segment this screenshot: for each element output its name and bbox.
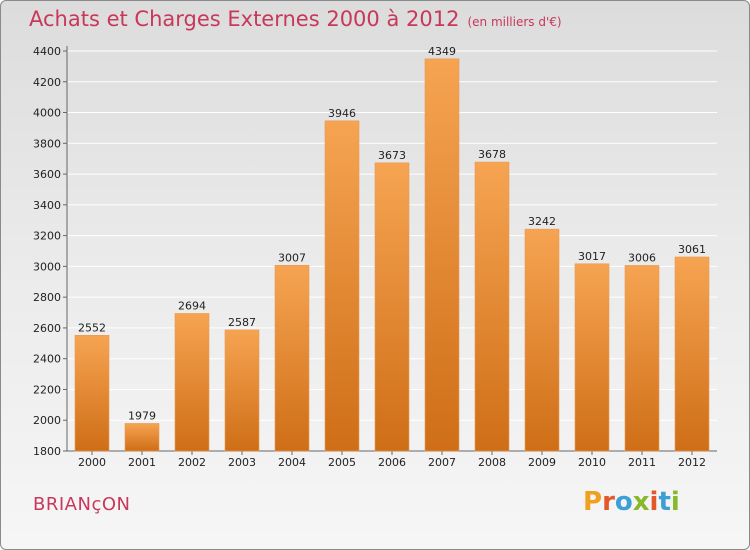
data-label: 4349 xyxy=(428,45,456,58)
y-tick-label: 2200 xyxy=(33,383,61,396)
x-tick-label: 2009 xyxy=(528,456,556,469)
data-label: 3061 xyxy=(678,243,706,256)
logo-letter: i xyxy=(670,487,680,517)
x-tick-label: 2007 xyxy=(428,456,456,469)
x-tick-label: 2003 xyxy=(228,456,256,469)
y-tick-label: 2400 xyxy=(33,353,61,366)
data-label: 3007 xyxy=(278,251,306,264)
data-label: 3242 xyxy=(528,215,556,228)
axes: 1800 2000 2200 2400 2600 2800 3000 3200 3400 3600… xyxy=(33,45,717,469)
logo-letter: o xyxy=(614,487,633,517)
data-label: 3673 xyxy=(378,149,406,162)
chart-subtitle: (en milliers d'€) xyxy=(467,15,562,29)
bar-2006 xyxy=(374,162,410,452)
y-tick-label: 3400 xyxy=(33,199,61,212)
chart-title-text: Achats et Charges Externes 2000 à 2012 xyxy=(29,7,460,31)
x-tick-label: 2006 xyxy=(378,456,406,469)
logo-letter: x xyxy=(632,487,650,517)
proxiti-logo: Proxiti xyxy=(583,487,680,517)
x-tick-label: 2010 xyxy=(578,456,606,469)
logo-letter: i xyxy=(649,487,659,517)
bar-2002 xyxy=(174,313,210,452)
y-tick-label: 2800 xyxy=(33,291,61,304)
data-label: 1979 xyxy=(128,409,156,422)
bar-2012 xyxy=(674,256,710,452)
data-label: 3017 xyxy=(578,250,606,263)
bar-2004 xyxy=(274,265,310,452)
x-tick-label: 2001 xyxy=(128,456,156,469)
y-tick-label: 1800 xyxy=(33,445,61,458)
x-tick-label: 2008 xyxy=(478,456,506,469)
town-name: BRIANçON xyxy=(33,494,131,515)
bar-2008 xyxy=(474,161,510,452)
bar-2007 xyxy=(424,58,460,452)
chart-title: Achats et Charges Externes 2000 à 2012 (e… xyxy=(29,7,562,31)
y-tick-label: 4400 xyxy=(33,45,61,58)
x-tick-label: 2005 xyxy=(328,456,356,469)
data-label: 2694 xyxy=(178,299,206,312)
y-tick-label: 3600 xyxy=(33,168,61,181)
data-labels: 2552 1979 2694 2587 3007 3946 3673 4349 3678 3242… xyxy=(78,45,706,423)
bar-2000 xyxy=(74,335,110,452)
logo-letter: P xyxy=(583,487,603,517)
data-label: 3006 xyxy=(628,251,656,264)
data-label: 2552 xyxy=(78,321,106,334)
y-tick-label: 2600 xyxy=(33,322,61,335)
y-tick-label: 3800 xyxy=(33,137,61,150)
bar-2005 xyxy=(324,120,360,452)
bar-2009 xyxy=(524,228,560,452)
logo-letter: r xyxy=(602,487,615,517)
y-tick-label: 4000 xyxy=(33,107,61,120)
y-tick-label: 4200 xyxy=(33,76,61,89)
data-label: 3678 xyxy=(478,148,506,161)
bar-2011 xyxy=(624,265,660,452)
y-tick-label: 2000 xyxy=(33,414,61,427)
y-tick-label: 3200 xyxy=(33,230,61,243)
x-tick-label: 2004 xyxy=(278,456,306,469)
bars xyxy=(74,58,710,452)
x-tick-label: 2012 xyxy=(678,456,706,469)
logo-letter: t xyxy=(658,487,671,517)
bar-2010 xyxy=(574,263,610,452)
bar-2001 xyxy=(124,423,160,452)
data-label: 3946 xyxy=(328,107,356,120)
x-tick-label: 2011 xyxy=(628,456,656,469)
data-label: 2587 xyxy=(228,316,256,329)
bar-2003 xyxy=(224,329,260,452)
y-tick-label: 3000 xyxy=(33,260,61,273)
x-tick-label: 2002 xyxy=(178,456,206,469)
x-tick-label: 2000 xyxy=(78,456,106,469)
